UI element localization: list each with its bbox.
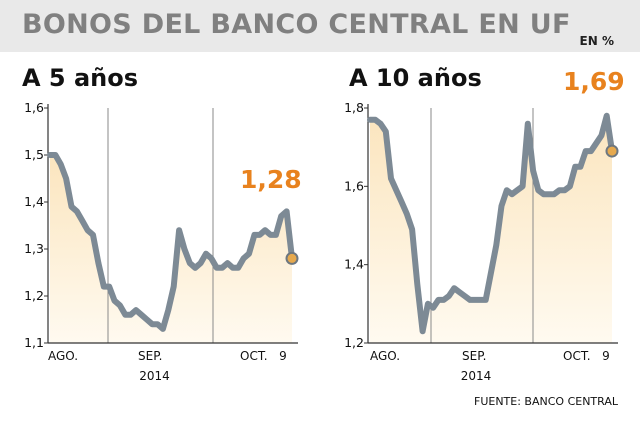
source-note: FUENTE: BANCO CENTRAL xyxy=(474,395,618,408)
chart-10-years: 1,2 1,4 1,6 1,8 AGO. SEP. OCT. 9 2014 1,69 xyxy=(344,67,625,383)
header-band xyxy=(0,0,640,52)
chart-title: BONOS DEL BANCO CENTRAL EN UF xyxy=(22,9,571,40)
x-tick-label: SEP. xyxy=(462,349,486,363)
y-tick-label: 1,8 xyxy=(344,100,364,115)
x-tick-label: OCT. xyxy=(563,349,591,363)
panel-title-5y: A 5 años xyxy=(22,64,139,92)
last-value-callout: 1,28 xyxy=(240,165,302,194)
y-tick-label: 1,1 xyxy=(24,335,44,350)
series-line xyxy=(47,152,295,332)
chart-5-years: 1,1 1,2 1,3 1,4 1,5 1,6 AGO. SEP. OCT. 9 2014 1,28 xyxy=(24,100,302,383)
x-tick-label: AGO. xyxy=(48,349,78,363)
x-tick-label: AGO. xyxy=(370,349,400,363)
last-point-marker xyxy=(605,144,619,158)
last-point-marker xyxy=(285,251,299,265)
y-tick-label: 1,2 xyxy=(344,335,364,350)
x-tick-label: OCT. xyxy=(240,349,268,363)
year-label: 2014 xyxy=(139,369,170,383)
y-tick-label: 1,4 xyxy=(344,257,364,272)
y-tick-label: 1,2 xyxy=(24,288,44,303)
y-tick-label: 1,4 xyxy=(24,194,44,209)
y-tick-label: 1,5 xyxy=(24,147,44,162)
x-tick-label: 9 xyxy=(279,349,287,363)
unit-label: EN % xyxy=(579,34,614,48)
last-value-callout: 1,69 xyxy=(563,67,625,96)
year-label: 2014 xyxy=(461,369,492,383)
panel-title-10y: A 10 años xyxy=(349,64,482,92)
area-fill xyxy=(370,115,612,343)
y-tick-label: 1,6 xyxy=(344,178,364,193)
x-tick-label: 9 xyxy=(602,349,610,363)
y-tick-label: 1,3 xyxy=(24,241,44,256)
x-tick-label: SEP. xyxy=(138,349,162,363)
y-tick-label: 1,6 xyxy=(24,100,44,115)
series-line xyxy=(367,112,615,335)
